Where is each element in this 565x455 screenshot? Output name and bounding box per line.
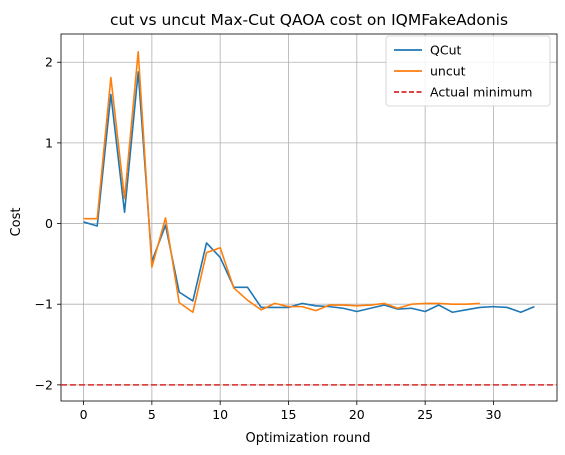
plot-frame [60, 33, 558, 402]
legend-label: QCut [430, 43, 461, 58]
series-group [83, 50, 535, 314]
legend-box [385, 35, 551, 107]
y-tick-label: −1 [35, 297, 53, 312]
x-tick-label: 0 [80, 407, 88, 422]
legend-label: uncut [430, 64, 466, 79]
x-tick-label: 15 [281, 407, 297, 422]
y-axis-label: Cost [9, 208, 24, 237]
x-axis: 0 5 10 15 20 25 30 [80, 401, 502, 422]
chart-title: cut vs uncut Max-Cut QAOA cost on IQMFak… [110, 11, 508, 29]
plot-area [60, 33, 558, 402]
legend-label: Actual minimum [430, 85, 532, 100]
x-tick-label: 30 [486, 407, 502, 422]
x-tick-label: 5 [148, 407, 156, 422]
series-line-qcut [83, 71, 535, 314]
y-tick-label: −2 [35, 377, 53, 392]
y-tick-label: 1 [45, 135, 53, 150]
x-tick-label: 10 [212, 407, 228, 422]
legend: QCut uncut Actual minimum [385, 35, 551, 107]
x-tick-label: 25 [417, 407, 433, 422]
series-line-uncut [83, 50, 480, 314]
y-axis: −2 −1 0 1 2 [35, 55, 61, 392]
x-axis-label: Optimization round [245, 431, 370, 446]
y-tick-label: 0 [45, 216, 53, 231]
y-tick-label: 2 [45, 55, 53, 70]
x-tick-label: 20 [349, 407, 365, 422]
